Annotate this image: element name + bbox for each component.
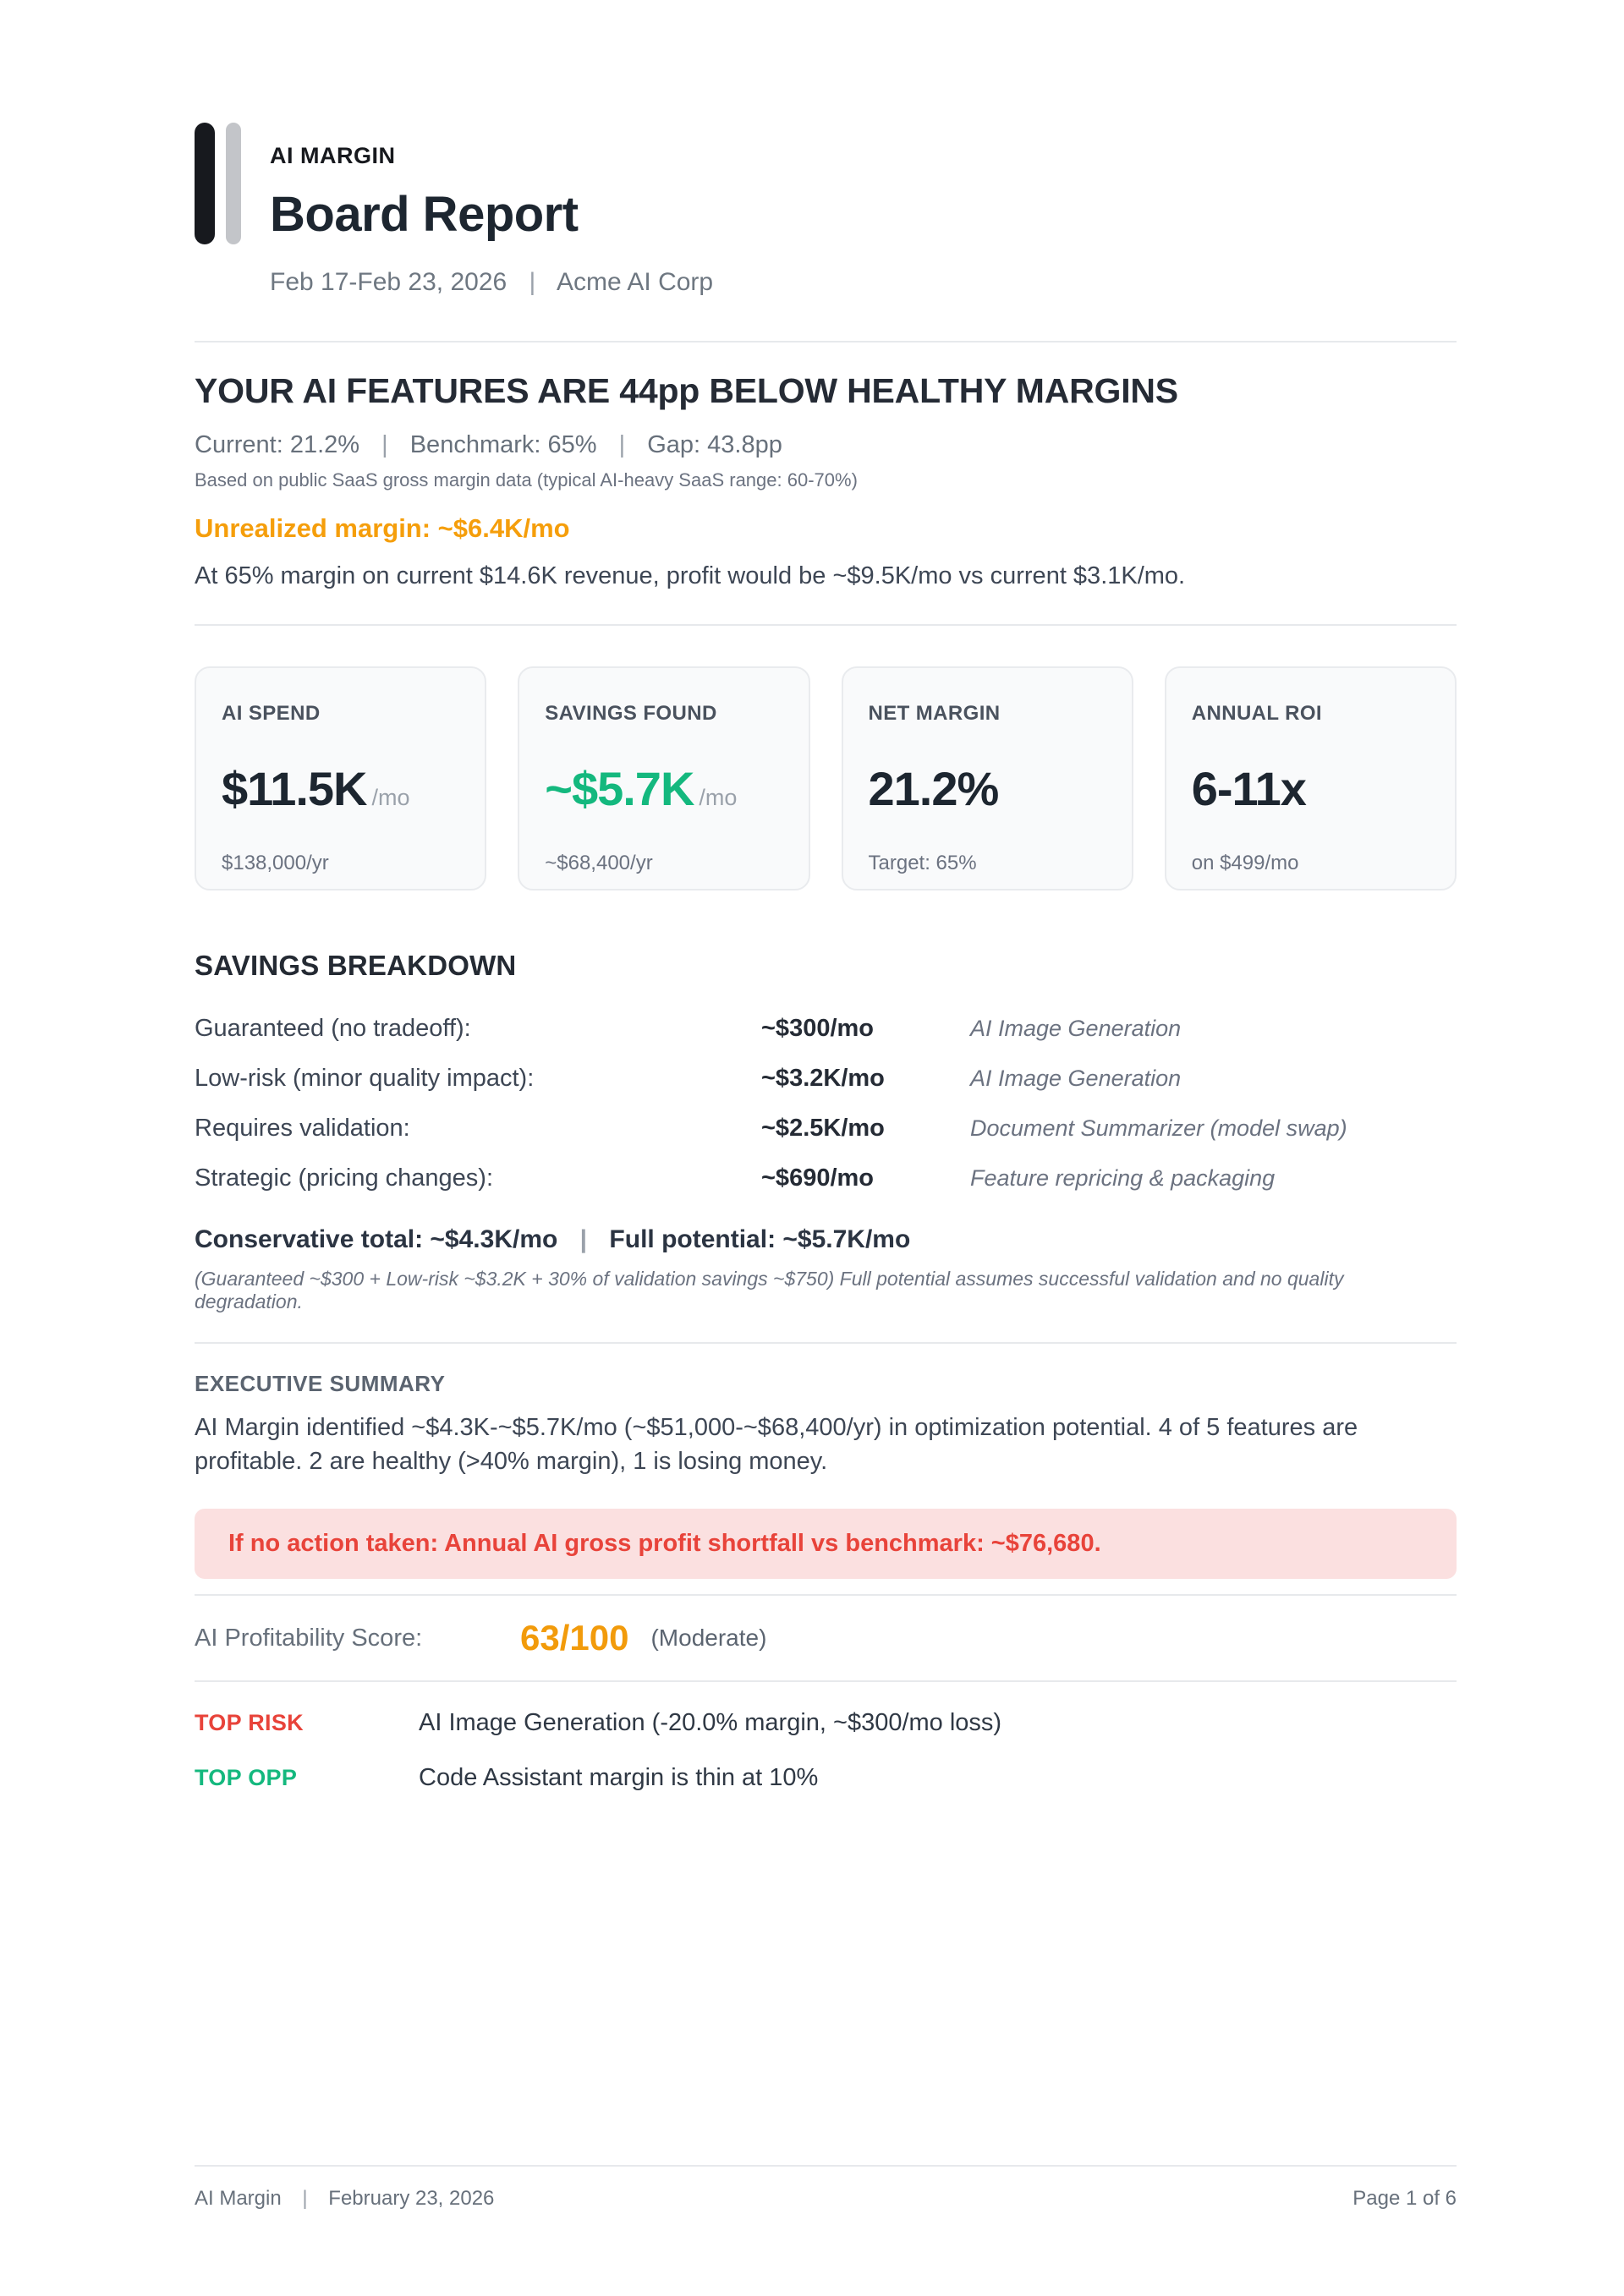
logo-bar-dark xyxy=(195,123,215,244)
card-annual-roi: ANNUAL ROI 6-11x on $499/mo xyxy=(1164,666,1457,890)
card-value-unit: /mo xyxy=(699,785,738,810)
savings-breakdown-title: SAVINGS BREAKDOWN xyxy=(195,950,517,981)
brand-text-block: AI MARGIN Board Report Feb 17-Feb 23, 20… xyxy=(270,143,713,297)
separator: | xyxy=(381,431,388,458)
breakdown-row: Low-risk (minor quality impact): ~$3.2K/… xyxy=(195,1054,1457,1104)
report-page: AI MARGIN Board Report Feb 17-Feb 23, 20… xyxy=(195,0,1457,1792)
report-date-range: Feb 17-Feb 23, 2026 xyxy=(270,268,508,296)
savings-fine-print: (Guaranteed ~$300 + Low-risk ~$3.2K + 30… xyxy=(195,1268,1344,1312)
score-qualifier: (Moderate) xyxy=(650,1625,767,1652)
separator: | xyxy=(529,268,536,296)
card-savings-found: SAVINGS FOUND ~$5.7K/mo ~$68,400/yr xyxy=(518,666,810,890)
metric-benchmark: Benchmark: 65% xyxy=(409,431,597,458)
divider xyxy=(195,341,1457,342)
report-header: AI MARGIN Board Report Feb 17-Feb 23, 20… xyxy=(195,123,1457,297)
metric-current: Current: 21.2% xyxy=(195,431,360,458)
page-title: Board Report xyxy=(270,187,579,242)
savings-breakdown-table: Guaranteed (no tradeoff): ~$300/mo AI Im… xyxy=(195,1004,1457,1203)
divider xyxy=(195,1342,1457,1344)
brand-logo-icon xyxy=(195,123,241,297)
top-opportunity-row: TOP OPP Code Assistant margin is thin at… xyxy=(195,1764,1457,1792)
profitability-score-row: AI Profitability Score: 63/100 (Moderate… xyxy=(195,1618,1457,1658)
company-name: Acme AI Corp xyxy=(557,268,714,296)
footer-left: AI Margin | February 23, 2026 xyxy=(195,2187,494,2211)
executive-summary-title: EXECUTIVE SUMMARY xyxy=(195,1371,446,1396)
card-footnote: on $499/mo xyxy=(1191,852,1299,874)
full-potential-total: Full potential: ~$5.7K/mo xyxy=(609,1225,911,1253)
divider xyxy=(195,624,1457,626)
breakdown-note: Feature repricing & packaging xyxy=(970,1165,1276,1191)
page-footer: AI Margin | February 23, 2026 Page 1 of … xyxy=(195,2165,1457,2211)
separator: | xyxy=(302,2187,308,2210)
card-label: SAVINGS FOUND xyxy=(545,702,717,725)
conservative-total: Conservative total: ~$4.3K/mo xyxy=(195,1225,558,1253)
card-footnote: $138,000/yr xyxy=(222,852,329,874)
score-label: AI Profitability Score: xyxy=(195,1624,423,1652)
headline-metrics: Current: 21.2% | Benchmark: 65% | Gap: 4… xyxy=(195,431,1457,459)
card-footnote: Target: 65% xyxy=(868,852,977,874)
separator: | xyxy=(618,431,626,458)
footer-date: February 23, 2026 xyxy=(328,2187,495,2210)
unrealized-margin-callout: Unrealized margin: ~$6.4K/mo xyxy=(195,513,570,543)
breakdown-row: Requires validation: ~$2.5K/mo Document … xyxy=(195,1104,1457,1153)
breakdown-label: Guaranteed (no tradeoff): xyxy=(195,1015,471,1042)
top-risk-text: AI Image Generation (-20.0% margin, ~$30… xyxy=(419,1709,1002,1737)
breakdown-note: Document Summarizer (model swap) xyxy=(970,1115,1347,1141)
top-opportunity-text: Code Assistant margin is thin at 10% xyxy=(419,1764,819,1792)
card-value: 21.2% xyxy=(869,761,1106,816)
breakdown-row: Strategic (pricing changes): ~$690/mo Fe… xyxy=(195,1153,1457,1203)
card-value: $11.5K/mo xyxy=(222,761,459,816)
footer-brand: AI Margin xyxy=(195,2187,282,2210)
breakdown-note: AI Image Generation xyxy=(970,1066,1182,1091)
card-label: ANNUAL ROI xyxy=(1191,702,1322,725)
breakdown-row: Guaranteed (no tradeoff): ~$300/mo AI Im… xyxy=(195,1004,1457,1054)
brand-name: AI MARGIN xyxy=(270,143,396,168)
separator: | xyxy=(579,1225,588,1253)
breakdown-value: ~$3.2K/mo xyxy=(761,1065,885,1092)
card-label: AI SPEND xyxy=(222,702,321,725)
card-label: NET MARGIN xyxy=(868,702,1001,725)
score-value: 63/100 xyxy=(520,1618,629,1658)
card-net-margin: NET MARGIN 21.2% Target: 65% xyxy=(841,666,1133,890)
metric-gap: Gap: 43.8pp xyxy=(647,431,782,458)
card-value-number: $11.5K xyxy=(222,762,367,815)
executive-summary-body: AI Margin identified ~$4.3K-~$5.7K/mo (~… xyxy=(195,1414,1358,1476)
breakdown-value: ~$690/mo xyxy=(761,1164,875,1192)
report-subtitle: Feb 17-Feb 23, 2026 | Acme AI Corp xyxy=(270,268,713,297)
page-number: Page 1 of 6 xyxy=(1352,2187,1457,2210)
card-value: 6-11x xyxy=(1192,761,1429,816)
headline-title: YOUR AI FEATURES ARE 44pp BELOW HEALTHY … xyxy=(195,371,1178,410)
card-value-number: ~$5.7K xyxy=(545,762,694,815)
divider xyxy=(195,1594,1457,1597)
breakdown-label: Strategic (pricing changes): xyxy=(195,1164,493,1192)
card-value-number: 6-11x xyxy=(1191,762,1307,815)
top-risk-row: TOP RISK AI Image Generation (-20.0% mar… xyxy=(195,1709,1457,1737)
breakdown-value: ~$300/mo xyxy=(761,1015,875,1042)
metric-cards: AI SPEND $11.5K/mo $138,000/yr SAVINGS F… xyxy=(195,666,1457,890)
top-risk-tag: TOP RISK xyxy=(195,1710,304,1736)
card-value: ~$5.7K/mo xyxy=(545,761,782,816)
breakdown-note: AI Image Generation xyxy=(970,1016,1182,1041)
card-footnote: ~$68,400/yr xyxy=(545,852,653,874)
top-opportunity-tag: TOP OPP xyxy=(195,1765,298,1791)
card-value-unit: /mo xyxy=(371,785,410,810)
breakdown-value: ~$2.5K/mo xyxy=(761,1115,885,1142)
no-action-alert-banner: If no action taken: Annual AI gross prof… xyxy=(195,1509,1457,1580)
logo-bar-light xyxy=(226,123,241,244)
breakdown-label: Low-risk (minor quality impact): xyxy=(195,1065,535,1092)
divider xyxy=(195,1680,1457,1683)
card-ai-spend: AI SPEND $11.5K/mo $138,000/yr xyxy=(195,666,487,890)
savings-totals: Conservative total: ~$4.3K/mo | Full pot… xyxy=(195,1225,1457,1254)
card-value-number: 21.2% xyxy=(868,762,1000,815)
benchmark-basis-note: Based on public SaaS gross margin data (… xyxy=(195,469,858,490)
profit-projection-text: At 65% margin on current $14.6K revenue,… xyxy=(195,562,1186,589)
breakdown-label: Requires validation: xyxy=(195,1115,410,1142)
